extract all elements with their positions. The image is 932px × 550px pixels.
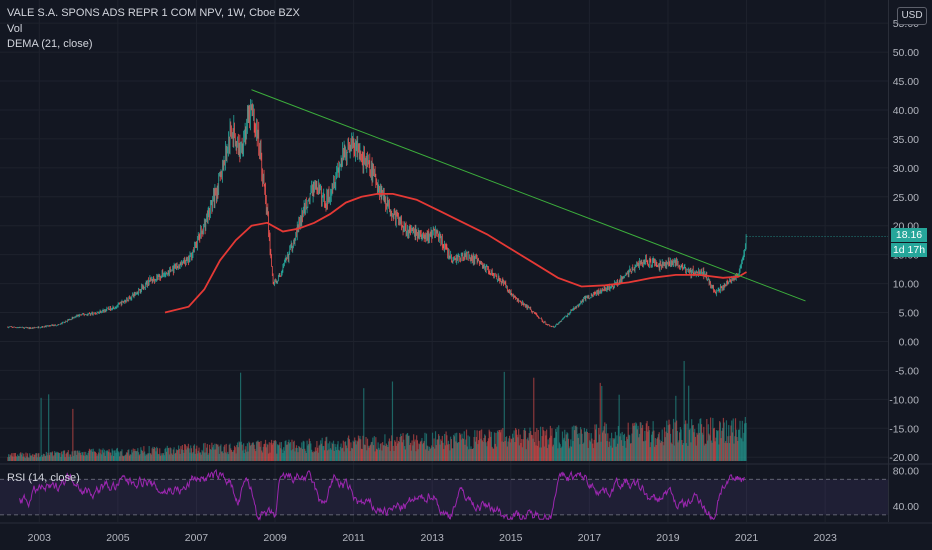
dema-line xyxy=(164,192,747,314)
rsi-pane xyxy=(0,468,888,521)
rsi-tick-label: 80.00 xyxy=(893,465,919,477)
price-tick-label: 25.00 xyxy=(893,192,919,204)
time-tick-label: 2017 xyxy=(578,532,602,544)
price-tick-label: -5.00 xyxy=(895,365,919,377)
trend-line xyxy=(251,89,806,302)
price-tick-label: 45.00 xyxy=(893,76,919,88)
price-tick-label: 35.00 xyxy=(893,134,919,146)
dema-legend[interactable]: DEMA (21, close) xyxy=(7,38,93,50)
symbol-legend[interactable]: VALE S.A. SPONS ADS REPR 1 COM NPV, 1W, … xyxy=(7,7,300,19)
bar-countdown-label: 1d 17h xyxy=(891,243,927,258)
price-tick-label: 30.00 xyxy=(893,163,919,175)
time-tick-label: 2021 xyxy=(735,532,759,544)
price-tick-label: -15.00 xyxy=(889,423,919,435)
time-tick-label: 2015 xyxy=(499,532,523,544)
time-tick-label: 2007 xyxy=(185,532,209,544)
volume-bars xyxy=(7,360,747,461)
time-scale[interactable]: 2003 2005 2007 2009 2011 2013 2015 2017 2019 2021… xyxy=(28,532,837,544)
price-tick-label: -20.00 xyxy=(889,452,919,464)
price-tick-label: 50.00 xyxy=(893,47,919,59)
price-tick-label: 0.00 xyxy=(899,336,920,348)
rsi-line xyxy=(19,468,745,521)
time-tick-label: 2023 xyxy=(813,532,837,544)
time-tick-label: 2013 xyxy=(421,532,445,544)
volume-legend[interactable]: Vol xyxy=(7,23,23,35)
time-tick-label: 2009 xyxy=(263,532,287,544)
time-tick-label: 2003 xyxy=(28,532,52,544)
time-tick-label: 2011 xyxy=(342,532,365,544)
overlays xyxy=(164,89,888,314)
price-tick-label: 10.00 xyxy=(893,279,919,291)
time-tick-label: 2019 xyxy=(656,532,680,544)
price-tick-label: -10.00 xyxy=(889,394,919,406)
currency-button[interactable]: USD xyxy=(897,7,927,25)
rsi-tick-label: 40.00 xyxy=(893,501,919,513)
price-tick-label: 5.00 xyxy=(899,308,920,320)
rsi-band xyxy=(0,479,888,515)
time-tick-label: 2005 xyxy=(106,532,130,544)
price-tick-label: 40.00 xyxy=(893,105,919,117)
rsi-legend[interactable]: RSI (14, close) xyxy=(7,472,80,484)
last-price-label: 18.16 xyxy=(891,228,927,243)
